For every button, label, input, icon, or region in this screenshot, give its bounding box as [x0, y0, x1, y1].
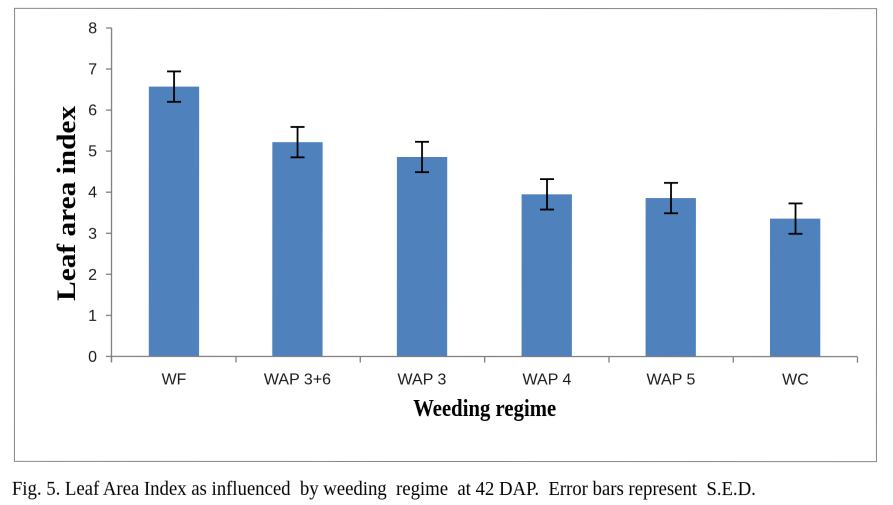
svg-text:WAP 3+6: WAP 3+6: [264, 372, 331, 389]
svg-text:4: 4: [88, 185, 97, 202]
svg-text:5: 5: [88, 143, 97, 160]
svg-text:7: 7: [88, 61, 97, 78]
svg-text:Leaf area index: Leaf area index: [52, 106, 81, 301]
svg-text:6: 6: [88, 102, 97, 119]
svg-text:WAP 5: WAP 5: [646, 372, 695, 389]
svg-text:WC: WC: [782, 372, 809, 389]
svg-text:0: 0: [88, 349, 97, 366]
svg-text:WAP 3: WAP 3: [397, 372, 446, 389]
svg-text:2: 2: [88, 267, 97, 284]
svg-text:8: 8: [88, 20, 97, 37]
svg-text:1: 1: [88, 308, 97, 325]
svg-text:WF: WF: [162, 372, 187, 389]
svg-text:3: 3: [88, 226, 97, 243]
svg-text:Weeding regime: Weeding regime: [413, 396, 556, 422]
svg-text:WAP 4: WAP 4: [522, 372, 571, 389]
